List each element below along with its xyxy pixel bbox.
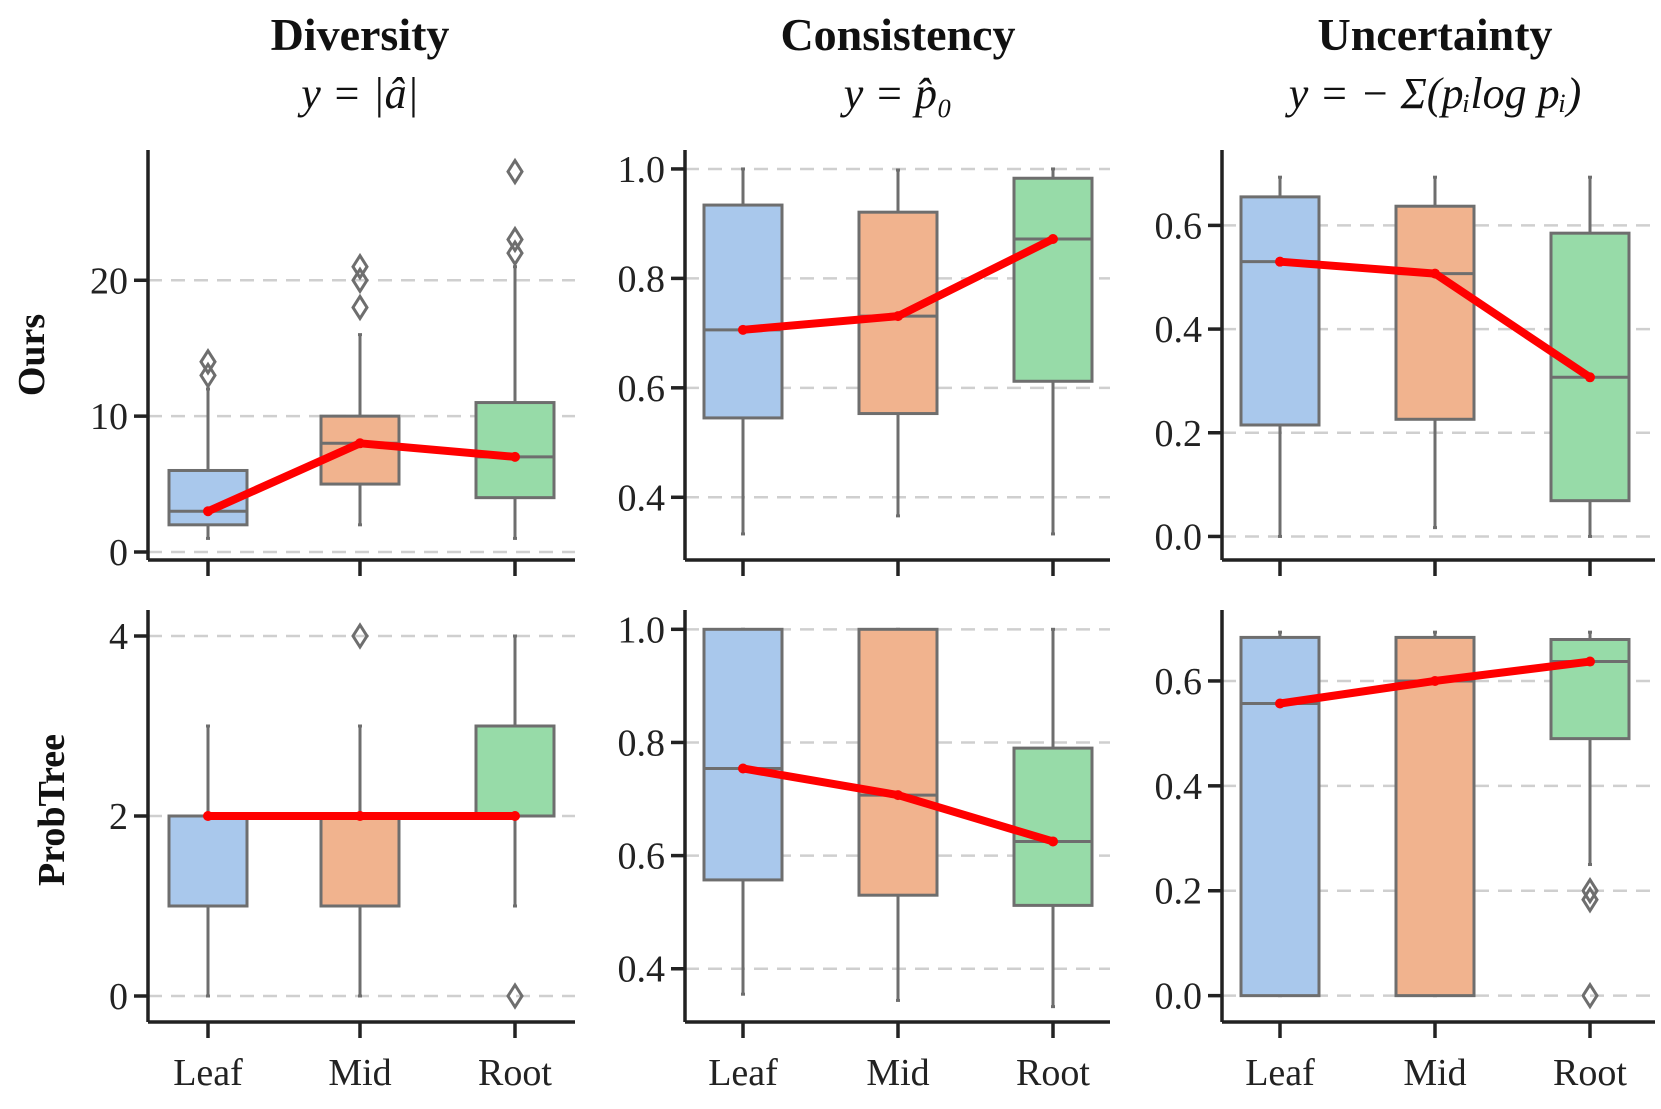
trend-point (738, 763, 748, 774)
box-mid (1394, 635, 1476, 998)
category-label-mid: Mid (866, 1052, 929, 1094)
panel-ours-uncertainty: 0.0 0.2 0.4 0.6 (1155, 150, 1655, 576)
trend-point (355, 811, 365, 821)
box-leaf (702, 203, 784, 420)
outlier-point (1581, 876, 1599, 905)
column-subtitle-uncertainty: y = − Σ(pᵢlog pᵢ) (1285, 69, 1582, 118)
y-tick-label: 0.0 (1155, 516, 1203, 558)
trend-point (893, 790, 903, 801)
y-tick-label: 0 (109, 532, 128, 574)
y-tick-label: 0.6 (618, 836, 666, 878)
category-label-root: Root (1553, 1052, 1627, 1094)
y-tick-label: 0.8 (618, 722, 666, 764)
box-leaf (1239, 195, 1321, 427)
y-tick-label: 0 (109, 976, 128, 1018)
y-tick-label: 0.6 (1155, 205, 1203, 247)
category-label-mid: Mid (1403, 1052, 1466, 1094)
y-tick-label: 2 (109, 796, 128, 838)
y-tick-label: 0.4 (1155, 766, 1203, 808)
y-tick-label: 0.8 (618, 258, 666, 300)
category-label-leaf: Leaf (173, 1052, 243, 1094)
outlier-point (199, 347, 217, 376)
y-tick-label: 0.4 (618, 477, 666, 519)
column-subtitle-diversity: y = |â| (297, 69, 418, 118)
y-tick-label: 0.6 (1155, 661, 1203, 703)
panel-ours-consistency: 0.4 0.6 0.8 1.0 (618, 149, 1110, 576)
column-title-consistency: Consistency (780, 9, 1015, 60)
trend-point (510, 811, 520, 821)
y-tick-label: 0.0 (1155, 976, 1203, 1018)
trend-point (510, 451, 520, 462)
row-label-probtree: ProbTree (31, 734, 73, 886)
trend-point (355, 438, 365, 449)
y-tick-label: 0.2 (1155, 413, 1203, 455)
trend-point (203, 811, 213, 821)
y-tick-label: 0.4 (618, 949, 666, 991)
panel-ours-diversity: 0 10 20 (90, 150, 575, 576)
trend-point (1048, 836, 1058, 847)
row-label-ours: Ours (11, 314, 53, 396)
y-tick-label: 1.0 (618, 609, 666, 651)
box-root (1012, 746, 1094, 907)
trend-point (1275, 256, 1285, 267)
panel-probtree-consistency: 0.4 0.6 0.8 1.0 (618, 609, 1110, 1038)
y-tick-label: 0.4 (1155, 309, 1203, 351)
trend-point (1430, 268, 1440, 279)
trend-point (893, 311, 903, 322)
outlier-point (199, 361, 217, 390)
y-tick-label: 0.2 (1155, 871, 1203, 913)
trend-point (1275, 698, 1285, 709)
trend-point (1048, 233, 1058, 244)
trend-point (1585, 372, 1595, 383)
outlier-point (506, 239, 524, 267)
box-leaf (167, 814, 249, 908)
box-mid (1394, 204, 1476, 421)
panel-probtree-uncertainty: 0.0 0.2 0.4 0.6 (1155, 610, 1655, 1038)
outlier-point (351, 622, 369, 650)
column-title-uncertainty: Uncertainty (1317, 9, 1552, 60)
box-root (1549, 231, 1631, 503)
category-label-root: Root (1016, 1052, 1090, 1094)
outlier-point (351, 293, 369, 322)
box-root (1549, 638, 1631, 741)
category-label-leaf: Leaf (708, 1052, 778, 1094)
outlier-point (351, 252, 369, 281)
box-leaf (702, 627, 784, 882)
y-tick-label: 20 (90, 260, 128, 302)
trend-point (203, 506, 213, 517)
trend-point (1430, 675, 1440, 686)
trend-point (1585, 656, 1595, 667)
y-tick-label: 10 (90, 396, 128, 438)
category-label-mid: Mid (328, 1052, 391, 1094)
panel-probtree-diversity: 0 2 4 (109, 610, 575, 1038)
box-mid (319, 814, 401, 908)
outlier-point (351, 266, 369, 295)
box-mid (319, 414, 401, 486)
box-leaf (1239, 635, 1321, 998)
outlier-point (506, 157, 524, 186)
y-tick-label: 0.6 (618, 368, 666, 410)
outlier-point (506, 225, 524, 254)
trend-point (738, 324, 748, 335)
box-mid (857, 627, 939, 897)
outlier-point (1581, 981, 1599, 1010)
category-label-root: Root (478, 1052, 552, 1094)
y-tick-label: 1.0 (618, 149, 666, 191)
box-root (1012, 176, 1094, 383)
box-root (474, 401, 556, 500)
y-tick-label: 4 (109, 616, 128, 658)
column-title-diversity: Diversity (271, 9, 450, 60)
category-label-leaf: Leaf (1245, 1052, 1315, 1094)
column-subtitle-consistency: y = p̂₀ (840, 69, 953, 118)
box-root (474, 724, 556, 818)
outlier-point (506, 982, 524, 1010)
